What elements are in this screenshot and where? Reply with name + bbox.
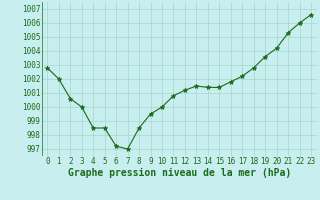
X-axis label: Graphe pression niveau de la mer (hPa): Graphe pression niveau de la mer (hPa) [68, 168, 291, 178]
